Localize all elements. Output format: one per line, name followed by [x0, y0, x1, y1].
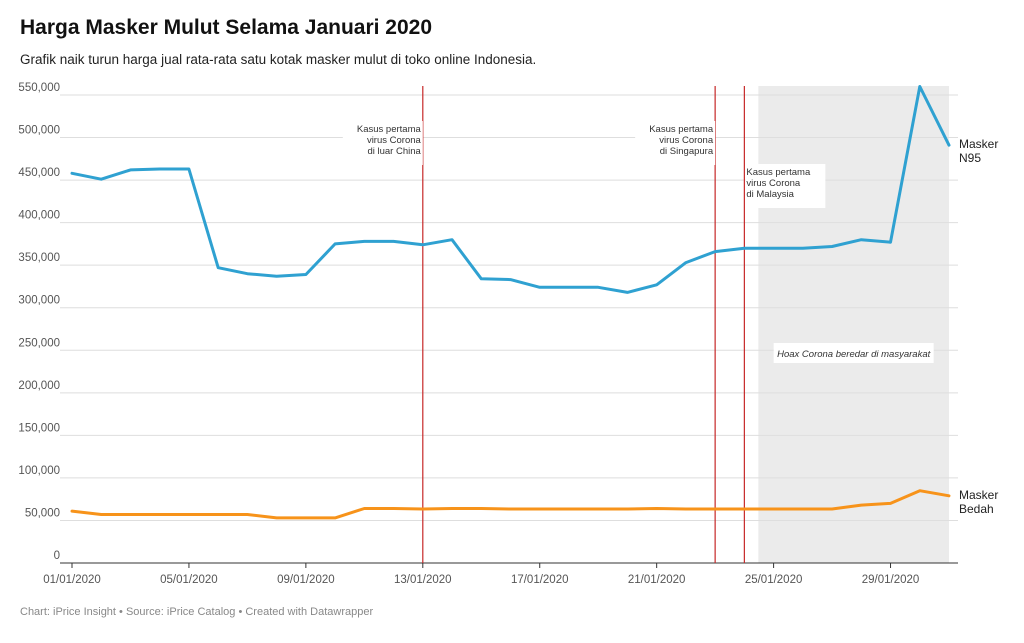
series-label: Masker	[959, 488, 998, 502]
event-marker-label: di luar China	[367, 146, 421, 157]
event-marker-label: Kasus pertama	[746, 167, 811, 178]
series-line	[70, 85, 951, 294]
y-tick-label: 250,000	[18, 337, 60, 349]
event-marker-label: Kasus pertama	[649, 124, 714, 135]
y-tick-label: 500,000	[18, 125, 60, 137]
x-tick-label: 05/01/2020	[160, 574, 218, 586]
event-marker-box	[745, 164, 826, 208]
y-tick-label: 400,000	[18, 210, 60, 222]
y-tick-label: 300,000	[18, 295, 60, 307]
y-tick-label: 200,000	[18, 380, 60, 392]
x-tick-label: 01/01/2020	[43, 574, 101, 586]
x-tick-label: 21/01/2020	[628, 574, 686, 586]
x-tick-label: 09/01/2020	[277, 574, 335, 586]
series-label: Masker	[959, 137, 998, 151]
event-marker-label: Kasus pertama	[357, 124, 422, 135]
event-marker-label: virus Corona	[367, 135, 422, 146]
chart-subtitle: Grafik naik turun harga jual rata-rata s…	[20, 52, 537, 67]
event-marker-label: virus Corona	[746, 178, 801, 189]
event-marker-box	[342, 121, 423, 165]
event-marker-label: di Malaysia	[746, 189, 794, 200]
chart-footer: Chart: iPrice Insight • Source: iPrice C…	[20, 606, 374, 618]
shaded-label-box	[773, 343, 934, 363]
series-label: Bedah	[959, 502, 994, 516]
x-tick-label: 25/01/2020	[745, 574, 803, 586]
y-tick-label: 450,000	[18, 167, 60, 179]
y-tick-label: 150,000	[18, 422, 60, 434]
y-tick-label: 100,000	[18, 465, 60, 477]
series-label: N95	[959, 151, 981, 165]
event-marker-box	[635, 121, 716, 165]
x-tick-label: 29/01/2020	[862, 574, 920, 586]
y-tick-label: 350,000	[18, 252, 60, 264]
x-tick-label: 17/01/2020	[511, 574, 569, 586]
x-tick-label: 13/01/2020	[394, 574, 452, 586]
y-tick-label: 0	[54, 550, 60, 562]
y-tick-label: 50,000	[25, 507, 60, 519]
series-line	[70, 489, 951, 520]
chart-title: Harga Masker Mulut Selama Januari 2020	[20, 16, 433, 39]
event-marker-label: virus Corona	[659, 135, 714, 146]
y-tick-label: 550,000	[18, 82, 60, 94]
event-marker-label: di Singapura	[660, 146, 714, 157]
shaded-region-label: Hoax Corona beredar di masyarakat	[777, 349, 930, 360]
